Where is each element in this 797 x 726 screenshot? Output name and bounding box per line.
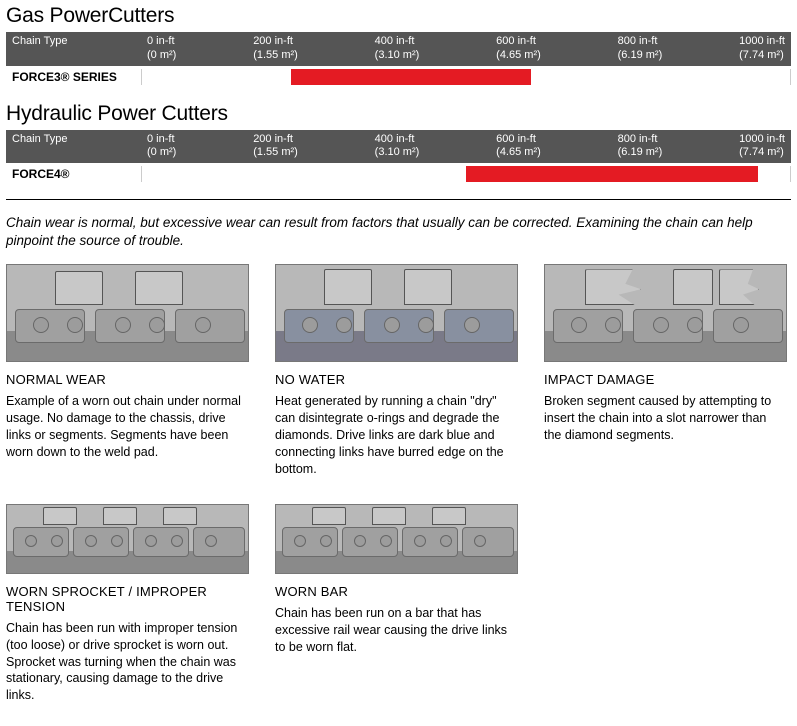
tick: 400 in-ft(3.10 m²) [375, 133, 420, 161]
tick: 600 in-ft(4.65 m²) [496, 35, 541, 63]
range-bar [466, 166, 758, 182]
tick: 1000 in-ft(7.74 m²) [739, 35, 785, 63]
chart-ticks: 0 in-ft(0 m²) 200 in-ft(1.55 m²) 400 in-… [147, 35, 785, 63]
card-title: WORN BAR [275, 584, 518, 599]
wear-grid: NORMAL WEAR Example of a worn out chain … [6, 264, 791, 704]
bar-area [141, 166, 791, 182]
card-title: IMPACT DAMAGE [544, 372, 787, 387]
card-body: Heat generated by running a chain "dry" … [275, 393, 518, 477]
chain-image [6, 264, 249, 362]
card-body: Example of a worn out chain under normal… [6, 393, 249, 461]
card-body: Chain has been run with improper tension… [6, 620, 249, 704]
chart-gas: Gas PowerCutters Chain Type 0 in-ft(0 m²… [6, 4, 791, 88]
tick: 200 in-ft(1.55 m²) [253, 133, 298, 161]
chart-header: Chain Type 0 in-ft(0 m²) 200 in-ft(1.55 … [6, 130, 791, 164]
chart-title: Gas PowerCutters [6, 4, 791, 28]
tick: 800 in-ft(6.19 m²) [618, 133, 663, 161]
chart-col-label: Chain Type [12, 133, 147, 161]
chain-image [544, 264, 787, 362]
chain-image [6, 504, 249, 574]
row-label: FORCE4® [6, 165, 141, 183]
card-worn-sprocket: WORN SPROCKET / IMPROPER TENSION Chain h… [6, 504, 249, 704]
chain-image [275, 264, 518, 362]
card-title: NO WATER [275, 372, 518, 387]
chart-ticks: 0 in-ft(0 m²) 200 in-ft(1.55 m²) 400 in-… [147, 133, 785, 161]
tick: 1000 in-ft(7.74 m²) [739, 133, 785, 161]
intro-text: Chain wear is normal, but excessive wear… [6, 214, 791, 250]
bar-area [141, 69, 791, 85]
card-body: Broken segment caused by attempting to i… [544, 393, 787, 444]
chart-col-label: Chain Type [12, 35, 147, 63]
tick: 0 in-ft(0 m²) [147, 35, 176, 63]
card-title: WORN SPROCKET / IMPROPER TENSION [6, 584, 249, 614]
card-no-water: NO WATER Heat generated by running a cha… [275, 264, 518, 477]
chart-row: FORCE4® [6, 163, 791, 185]
chain-image [275, 504, 518, 574]
separator [6, 199, 791, 200]
card-impact-damage: IMPACT DAMAGE Broken segment caused by a… [544, 264, 787, 477]
card-body: Chain has been run on a bar that has exc… [275, 605, 518, 656]
row-label: FORCE3® SERIES [6, 68, 141, 86]
tick: 800 in-ft(6.19 m²) [618, 35, 663, 63]
tick: 200 in-ft(1.55 m²) [253, 35, 298, 63]
chart-hydraulic: Hydraulic Power Cutters Chain Type 0 in-… [6, 102, 791, 186]
card-title: NORMAL WEAR [6, 372, 249, 387]
chart-header: Chain Type 0 in-ft(0 m²) 200 in-ft(1.55 … [6, 32, 791, 66]
chart-title: Hydraulic Power Cutters [6, 102, 791, 126]
card-normal-wear: NORMAL WEAR Example of a worn out chain … [6, 264, 249, 477]
chart-row: FORCE3® SERIES [6, 66, 791, 88]
range-bar [291, 69, 531, 85]
tick: 600 in-ft(4.65 m²) [496, 133, 541, 161]
tick: 0 in-ft(0 m²) [147, 133, 176, 161]
tick: 400 in-ft(3.10 m²) [375, 35, 420, 63]
card-worn-bar: WORN BAR Chain has been run on a bar tha… [275, 504, 518, 704]
